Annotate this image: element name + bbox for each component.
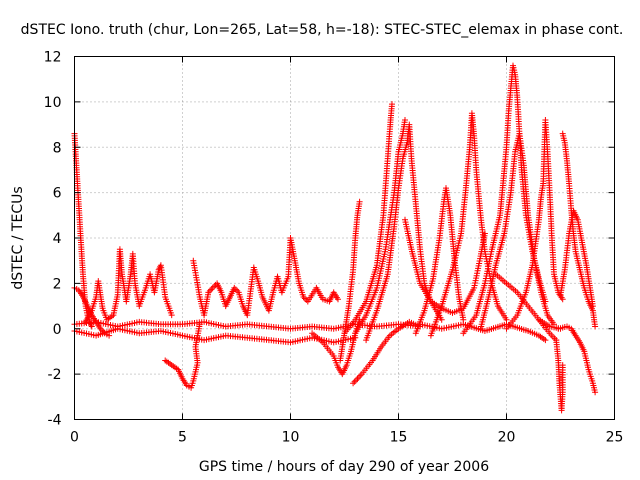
data-point xyxy=(389,101,395,108)
data-point xyxy=(211,283,218,290)
chart-title: dSTEC Iono. truth (chur, Lon=265, Lat=58… xyxy=(21,22,624,38)
data-point xyxy=(335,296,341,303)
data-point xyxy=(168,312,175,319)
y-tick-label: -4 xyxy=(48,413,62,429)
data-point xyxy=(208,286,215,293)
data-marks xyxy=(71,62,599,414)
x-tick-label: 15 xyxy=(390,430,408,446)
data-point xyxy=(196,321,203,328)
y-tick-label: 6 xyxy=(53,186,62,202)
x-tick-label: 5 xyxy=(178,430,187,446)
data-point xyxy=(559,296,566,303)
data-point xyxy=(402,117,408,123)
data-point xyxy=(356,198,363,205)
x-axis-label: GPS time / hours of day 290 of year 2006 xyxy=(199,459,489,475)
grid xyxy=(74,56,615,420)
y-tick-label: 8 xyxy=(53,140,62,156)
y-tick-label: 0 xyxy=(53,322,62,338)
x-tick-label: 10 xyxy=(282,430,300,446)
data-point xyxy=(542,337,549,344)
y-tick-label: 2 xyxy=(53,276,62,292)
x-tick-label: 0 xyxy=(70,430,79,446)
data-point xyxy=(157,263,164,270)
y-axis-label: dSTEC / TECUs xyxy=(10,186,26,289)
data-point xyxy=(592,389,599,396)
x-tick-label: 20 xyxy=(498,430,516,446)
data-point xyxy=(589,303,596,310)
y-tick-label: -2 xyxy=(48,367,62,383)
data-point xyxy=(592,323,599,330)
axis-ticks: 0 5 10 15 20 25 -4 -2 0 2 4 6 8 10 12 xyxy=(44,50,624,446)
data-point xyxy=(351,378,358,385)
data-point xyxy=(559,362,566,369)
data-point xyxy=(350,380,357,387)
y-tick-label: 4 xyxy=(53,231,62,247)
data-point xyxy=(353,377,359,384)
y-tick-label: 12 xyxy=(44,50,62,66)
x-tick-label: 25 xyxy=(606,430,624,446)
data-point xyxy=(357,372,364,379)
data-point xyxy=(209,284,216,291)
y-tick-label: 10 xyxy=(44,95,62,111)
